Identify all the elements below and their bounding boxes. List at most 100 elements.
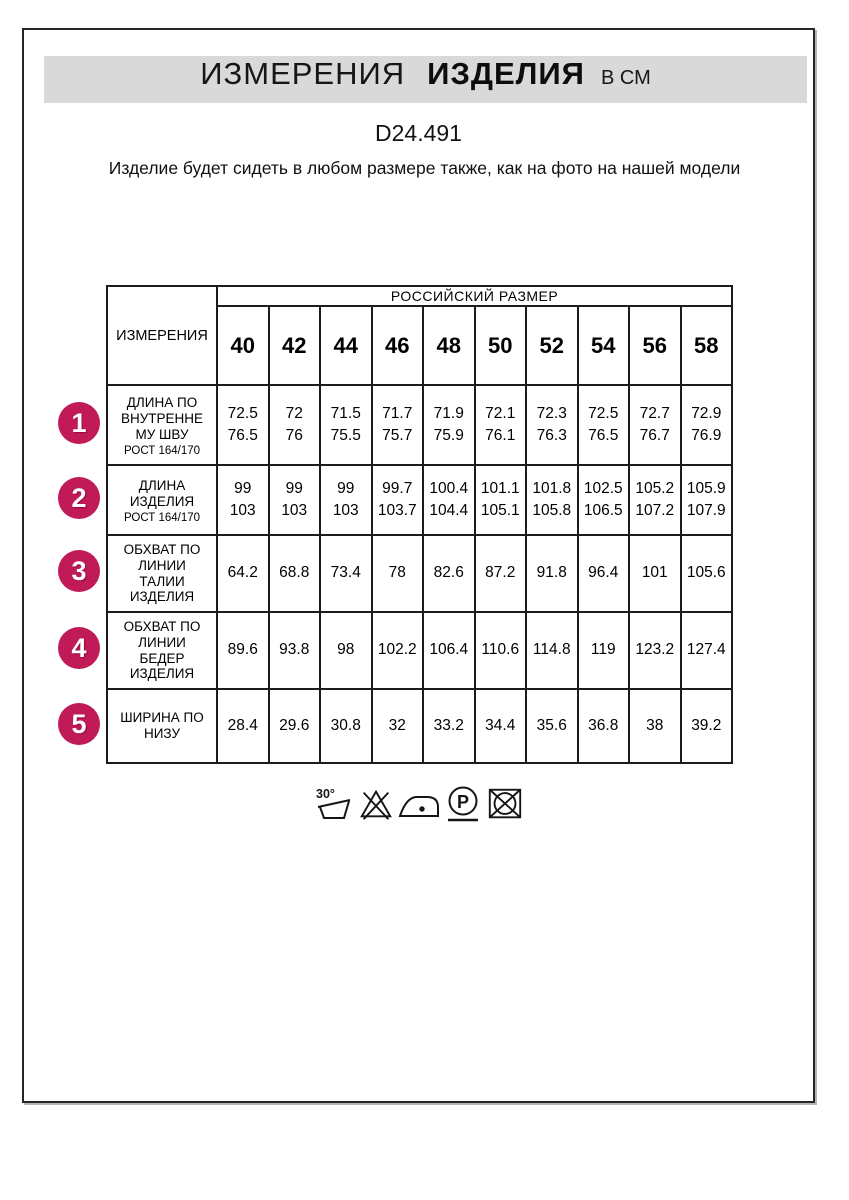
value-cell: 32 xyxy=(370,688,424,764)
size-header-cell: 48 xyxy=(422,305,476,386)
value-cell: 99.7 103.7 xyxy=(370,464,424,536)
value-cell: 72.5 76.5 xyxy=(576,384,630,466)
row-label: ОБХВАТ ПО ЛИНИИ ТАЛИИ ИЗДЕЛИЯ xyxy=(123,541,201,605)
value-cell: 71.7 75.7 xyxy=(370,384,424,466)
value-cell: 39.2 xyxy=(679,688,734,764)
do-not-bleach-icon xyxy=(359,789,392,820)
row-number-badge-5: 5 xyxy=(58,703,100,745)
value-cell: 101.8 105.8 xyxy=(525,464,579,536)
row-label-cell: ШИРИНА ПО НИЗУ xyxy=(106,688,218,764)
table-row-hip-girth: ОБХВАТ ПО ЛИНИИ БЕДЕР ИЗДЕЛИЯ 89.6 93.8 … xyxy=(106,611,734,690)
row-label-cell: ОБХВАТ ПО ЛИНИИ БЕДЕР ИЗДЕЛИЯ xyxy=(106,611,218,690)
subtitle-note: Изделие будет сидеть в любом размере так… xyxy=(108,158,741,178)
row-label: ОБХВАТ ПО ЛИНИИ БЕДЕР ИЗДЕЛИЯ xyxy=(123,618,201,682)
size-measurement-table: ИЗМЕРЕНИЯ РОССИЙСКИЙ РАЗМЕР 40 42 44 46 … xyxy=(106,285,734,764)
value-cell: 38 xyxy=(628,688,682,764)
value-cell: 35.6 xyxy=(525,688,579,764)
value-cell: 73.4 xyxy=(319,534,373,613)
size-header-cell: 50 xyxy=(473,305,527,386)
value-cell: 34.4 xyxy=(473,688,527,764)
value-cell: 102.5 106.5 xyxy=(576,464,630,536)
russian-size-header: РОССИЙСКИЙ РАЗМЕР xyxy=(215,285,734,307)
value-cell: 72.9 76.9 xyxy=(679,384,734,466)
value-cell: 78 xyxy=(370,534,424,613)
value-cell: 30.8 xyxy=(319,688,373,764)
value-cell: 71.5 75.5 xyxy=(319,384,373,466)
row-number-badge-2: 2 xyxy=(58,477,100,519)
row-sublabel: РОСТ 164/170 xyxy=(123,511,201,524)
table-row-garment-length: ДЛИНА ИЗДЕЛИЯ РОСТ 164/170 99 103 99 103… xyxy=(106,464,734,536)
value-cell: 64.2 xyxy=(216,534,270,613)
measurements-corner-header: ИЗМЕРЕНИЯ xyxy=(106,285,218,386)
value-cell: 98 xyxy=(319,611,373,690)
value-cell: 102.2 xyxy=(370,611,424,690)
value-cell: 72.3 76.3 xyxy=(525,384,579,466)
row-label: ШИРИНА ПО НИЗУ xyxy=(120,710,204,741)
value-cell: 33.2 xyxy=(422,688,476,764)
value-cell: 105.9 107.9 xyxy=(679,464,734,536)
page-title-emphasis: ИЗДЕЛИЯ xyxy=(427,56,585,91)
row-label: ДЛИНА ИЗДЕЛИЯ xyxy=(129,477,195,509)
product-code: D24.491 xyxy=(375,120,462,146)
iron-low-heat-icon xyxy=(398,796,439,817)
size-header-cell: 58 xyxy=(679,305,734,386)
table-row-inseam-length: ДЛИНА ПО ВНУТРЕННЕ МУ ШВУ РОСТ 164/170 7… xyxy=(106,384,734,466)
value-cell: 110.6 xyxy=(473,611,527,690)
do-not-tumble-dry-icon xyxy=(488,788,521,819)
size-header-cell: 52 xyxy=(525,305,579,386)
sizes-header-row: 40 42 44 46 48 50 52 54 56 58 xyxy=(107,305,734,386)
value-cell: 29.6 xyxy=(267,688,321,764)
value-cell: 72 76 xyxy=(267,384,321,466)
row-number-badge-4: 4 xyxy=(58,627,100,669)
dry-clean-p-icon: P xyxy=(447,786,478,822)
care-symbols-row: 30° P xyxy=(106,783,731,823)
value-cell: 28.4 xyxy=(216,688,270,764)
value-cell: 105.2 107.2 xyxy=(628,464,682,536)
wash-30-icon: 30° xyxy=(316,787,350,819)
size-header-cell: 56 xyxy=(628,305,682,386)
svg-text:P: P xyxy=(456,792,468,812)
value-cell: 101 xyxy=(628,534,682,613)
value-cell: 99 103 xyxy=(216,464,270,536)
value-cell: 106.4 xyxy=(422,611,476,690)
table-group-header-row: ИЗМЕРЕНИЯ РОССИЙСКИЙ РАЗМЕР xyxy=(106,285,734,386)
value-cell: 123.2 xyxy=(628,611,682,690)
row-sublabel: РОСТ 164/170 xyxy=(123,444,201,457)
value-cell: 68.8 xyxy=(267,534,321,613)
size-header-cell: 40 xyxy=(216,305,270,386)
value-cell: 101.1 105.1 xyxy=(473,464,527,536)
row-number-badge-3: 3 xyxy=(58,550,100,592)
value-cell: 105.6 xyxy=(679,534,734,613)
value-cell: 72.5 76.5 xyxy=(216,384,270,466)
row-number-badge-1: 1 xyxy=(58,402,100,444)
size-header-cell: 46 xyxy=(370,305,424,386)
table-row-waist-girth: ОБХВАТ ПО ЛИНИИ ТАЛИИ ИЗДЕЛИЯ 64.2 68.8 … xyxy=(106,534,734,613)
value-cell: 72.1 76.1 xyxy=(473,384,527,466)
table-row-bottom-width: ШИРИНА ПО НИЗУ 28.4 29.6 30.8 32 33.2 34… xyxy=(106,688,734,764)
svg-text:30°: 30° xyxy=(316,787,335,801)
value-cell: 93.8 xyxy=(267,611,321,690)
value-cell: 72.7 76.7 xyxy=(628,384,682,466)
value-cell: 82.6 xyxy=(422,534,476,613)
value-cell: 119 xyxy=(576,611,630,690)
value-cell: 96.4 xyxy=(576,534,630,613)
value-cell: 89.6 xyxy=(216,611,270,690)
value-cell: 99 103 xyxy=(319,464,373,536)
value-cell: 87.2 xyxy=(473,534,527,613)
title-bar: ИЗМЕРЕНИЯ ИЗДЕЛИЯ В СМ xyxy=(44,56,807,103)
value-cell: 114.8 xyxy=(525,611,579,690)
value-cell: 71.9 75.9 xyxy=(422,384,476,466)
page-title: ИЗМЕРЕНИЯ xyxy=(200,56,406,91)
row-label: ДЛИНА ПО ВНУТРЕННЕ МУ ШВУ xyxy=(120,394,204,442)
row-label-cell: ОБХВАТ ПО ЛИНИИ ТАЛИИ ИЗДЕЛИЯ xyxy=(106,534,218,613)
row-label-cell: ДЛИНА ИЗДЕЛИЯ РОСТ 164/170 xyxy=(106,464,218,536)
value-cell: 99 103 xyxy=(267,464,321,536)
value-cell: 100.4 104.4 xyxy=(422,464,476,536)
size-header-cell: 54 xyxy=(576,305,630,386)
row-label-cell: ДЛИНА ПО ВНУТРЕННЕ МУ ШВУ РОСТ 164/170 xyxy=(106,384,218,466)
value-cell: 127.4 xyxy=(679,611,734,690)
size-header-cell: 44 xyxy=(319,305,373,386)
page-title-units: В СМ xyxy=(600,67,651,89)
value-cell: 91.8 xyxy=(525,534,579,613)
